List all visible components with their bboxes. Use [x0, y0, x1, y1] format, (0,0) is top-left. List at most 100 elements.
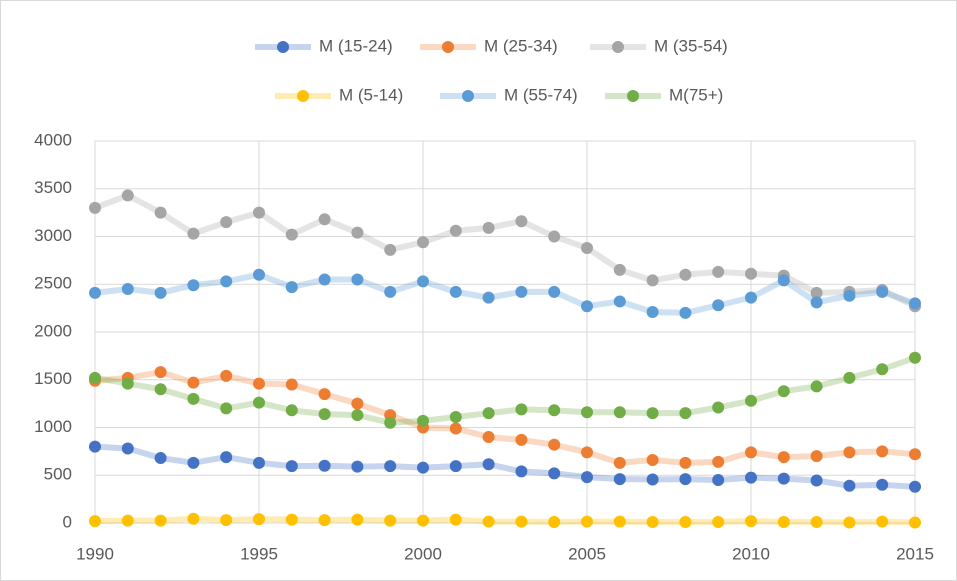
- data-point: [581, 406, 593, 419]
- data-point: [253, 513, 265, 526]
- data-point: [318, 514, 331, 527]
- data-point: [712, 516, 725, 529]
- data-point: [351, 460, 364, 473]
- data-point: [449, 224, 462, 237]
- data-point: [810, 516, 823, 529]
- data-point: [777, 516, 790, 529]
- data-point: [843, 371, 856, 384]
- data-point: [285, 378, 298, 391]
- data-point: [351, 409, 364, 422]
- y-tick-label: 4000: [34, 130, 72, 149]
- legend-dot: [442, 41, 454, 53]
- data-point: [679, 268, 692, 281]
- data-point: [417, 275, 429, 288]
- data-point: [909, 297, 921, 310]
- x-tick-label: 2005: [568, 544, 606, 563]
- y-tick-label: 500: [44, 465, 72, 484]
- x-tick-label: 2000: [404, 544, 442, 563]
- data-point: [220, 369, 233, 382]
- data-point: [777, 472, 790, 485]
- data-point: [548, 285, 561, 298]
- data-point: [154, 452, 167, 465]
- data-point: [285, 460, 298, 473]
- data-point: [154, 383, 167, 396]
- data-point: [613, 473, 626, 486]
- data-point: [187, 227, 200, 240]
- data-point: [482, 515, 495, 528]
- data-point: [187, 456, 200, 469]
- data-point: [581, 446, 593, 459]
- data-point: [646, 305, 659, 318]
- data-point: [581, 241, 593, 254]
- data-point: [745, 267, 757, 280]
- data-point: [876, 515, 889, 528]
- data-point: [220, 402, 233, 415]
- data-point: [318, 273, 331, 286]
- legend-label: M (35-54): [654, 36, 728, 55]
- data-point: [613, 456, 626, 469]
- data-point: [253, 206, 265, 219]
- data-point: [417, 236, 429, 249]
- data-point: [515, 433, 528, 446]
- data-point: [548, 438, 561, 451]
- data-point: [843, 446, 856, 459]
- data-point: [745, 394, 757, 407]
- legend-label: M(75+): [669, 85, 723, 104]
- data-point: [679, 456, 692, 469]
- series-line: [94, 515, 916, 526]
- data-point: [515, 465, 528, 478]
- data-point: [679, 516, 692, 529]
- data-point: [89, 371, 101, 384]
- data-point: [154, 366, 167, 379]
- data-point: [285, 513, 298, 526]
- data-point: [449, 460, 462, 473]
- x-tick-label: 1995: [240, 544, 278, 563]
- data-point: [89, 515, 101, 528]
- data-point: [121, 442, 134, 455]
- data-point: [581, 471, 593, 484]
- legend-dot: [277, 41, 289, 53]
- data-point: [515, 285, 528, 298]
- data-point: [876, 363, 889, 376]
- data-point: [909, 516, 921, 529]
- data-point: [909, 480, 921, 493]
- data-point: [810, 380, 823, 393]
- data-point: [843, 516, 856, 529]
- y-tick-label: 1000: [34, 417, 72, 436]
- data-point: [712, 401, 725, 414]
- data-point: [548, 230, 561, 243]
- data-point: [187, 376, 200, 389]
- data-point: [515, 403, 528, 416]
- data-point: [154, 206, 167, 219]
- data-point: [679, 306, 692, 319]
- data-point: [318, 388, 331, 401]
- legend-dot: [612, 41, 624, 53]
- data-point: [351, 226, 364, 239]
- data-point: [89, 440, 101, 453]
- data-point: [777, 451, 790, 464]
- data-point: [220, 275, 233, 288]
- legend-label: M (55-74): [504, 85, 578, 104]
- data-point: [351, 397, 364, 410]
- x-tick-label: 2010: [732, 544, 770, 563]
- data-point: [220, 216, 233, 229]
- data-point: [285, 228, 298, 241]
- data-point: [449, 422, 462, 435]
- data-point: [89, 286, 101, 299]
- data-point: [745, 446, 757, 459]
- data-point: [777, 385, 790, 398]
- data-point: [909, 351, 921, 364]
- data-point: [318, 459, 331, 472]
- data-point: [253, 377, 265, 390]
- data-point: [745, 515, 757, 528]
- y-tick-label: 3000: [34, 226, 72, 245]
- data-point: [253, 268, 265, 281]
- data-point: [417, 514, 429, 527]
- data-point: [121, 514, 134, 527]
- data-point: [876, 285, 889, 298]
- data-point: [876, 445, 889, 458]
- data-point: [220, 451, 233, 464]
- data-point: [843, 289, 856, 302]
- data-point: [253, 456, 265, 469]
